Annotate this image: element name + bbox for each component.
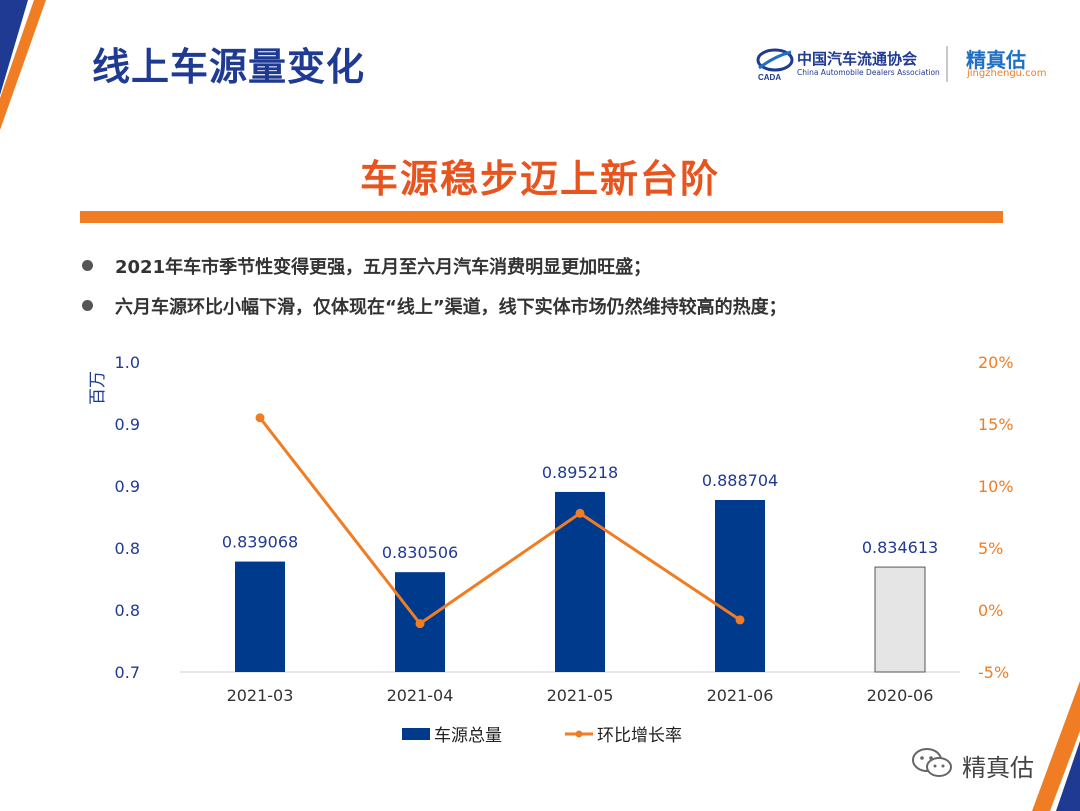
corner-stripes-bottom-right [1032, 681, 1080, 811]
bullet-dot-icon [82, 300, 93, 311]
cada-logo: CADA 中国汽车流通协会 China Automobile Dealers A… [755, 44, 940, 84]
legend-line-marker [575, 730, 583, 738]
right-tick-label: 10% [978, 477, 1014, 496]
bar-data-label: 0.834613 [862, 538, 938, 557]
x-tick-label: 2021-04 [387, 686, 454, 705]
line-point [735, 615, 745, 625]
left-tick-label: 0.8 [115, 539, 140, 558]
x-tick-label: 2021-03 [227, 686, 294, 705]
cada-badge-text: CADA [758, 73, 781, 82]
bar [715, 500, 765, 672]
x-tick-label: 2021-06 [707, 686, 774, 705]
right-tick-label: 5% [978, 539, 1003, 558]
page-title: 线上车源量变化 [92, 45, 366, 89]
cada-name-en: China Automobile Dealers Association [797, 68, 940, 77]
legend-bar-swatch [402, 728, 430, 740]
right-tick-label: 20% [978, 353, 1014, 372]
headline-underline [80, 211, 1003, 223]
bar-data-label: 0.830506 [382, 543, 458, 562]
legend-line-label: 环比增长率 [597, 726, 682, 746]
left-tick-label: 1.0 [115, 353, 140, 372]
bullet-text-2: 六月车源环比小幅下滑，仅体现在“线上”渠道，线下实体市场仍然维持较高的热度； [115, 297, 787, 318]
wechat-account-name: 精真估 [962, 754, 1034, 782]
bar [874, 566, 926, 673]
bar [235, 561, 285, 672]
right-tick-label: 0% [978, 601, 1003, 620]
right-tick-label: -5% [978, 663, 1009, 682]
legend-bar-label: 车源总量 [434, 726, 502, 746]
corner-stripes-top-left [0, 0, 46, 130]
left-axis-unit: 百万 [88, 371, 108, 405]
left-tick-label: 0.8 [115, 601, 140, 620]
cada-emblem-icon: CADA [756, 48, 794, 82]
left-tick-label: 0.7 [115, 663, 140, 682]
logo-divider [946, 46, 948, 82]
jingzhengu-url: jingzhengu.com [967, 68, 1047, 79]
bar-series: 0.839068 0.830506 0.895218 0.888704 0.834613 [222, 463, 938, 673]
growth-rate-line [258, 416, 741, 626]
line-point [415, 619, 425, 629]
left-tick-label: 0.9 [115, 415, 140, 434]
bullet-item-1: 2021年车市季节性变得更强，五月至六月汽车消费明显更加旺盛； [82, 253, 651, 279]
bullet-text-1: 2021年车市季节性变得更强，五月至六月汽车消费明显更加旺盛； [115, 257, 652, 278]
bar [555, 491, 605, 672]
bullet-item-2: 六月车源环比小幅下滑，仅体现在“线上”渠道，线下实体市场仍然维持较高的热度； [82, 293, 787, 319]
wechat-icon [912, 748, 952, 777]
line-point [255, 413, 265, 423]
line-point [575, 508, 585, 518]
x-tick-label: 2020-06 [867, 686, 934, 705]
line-series [255, 413, 745, 629]
x-axis-ticks: 2021-03 2021-04 2021-05 2021-06 2020-06 [227, 686, 934, 705]
right-axis-ticks: -5% 0% 5% 10% 15% 20% [978, 353, 1014, 682]
left-axis-ticks: 0.7 0.8 0.8 0.9 0.9 1.0 [115, 353, 140, 682]
left-tick-label: 0.9 [115, 477, 140, 496]
headline: 车源稳步迈上新台阶 [359, 157, 720, 201]
cada-name-cn: 中国汽车流通协会 [797, 50, 918, 68]
bullet-dot-icon [82, 260, 93, 271]
jingzhengu-logo: 精真估 [966, 48, 1026, 72]
bar-data-label: 0.895218 [542, 463, 618, 482]
right-tick-label: 15% [978, 415, 1014, 434]
x-tick-label: 2021-05 [547, 686, 614, 705]
bar-data-label: 0.839068 [222, 533, 298, 552]
bar-data-label: 0.888704 [702, 471, 778, 490]
legend: 车源总量 环比增长率 [402, 726, 682, 746]
